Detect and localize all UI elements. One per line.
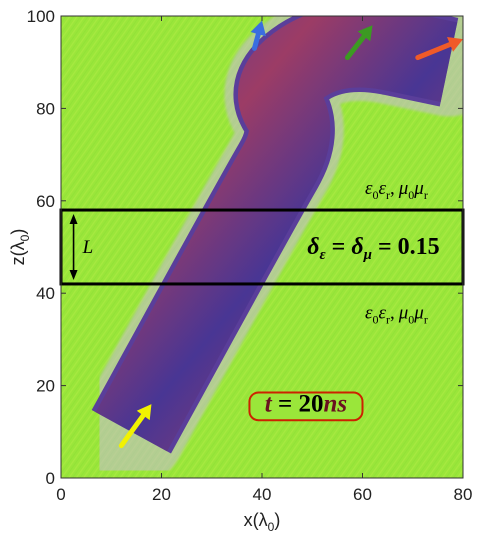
time-label: t = 20ns	[265, 390, 347, 417]
x-tick-label: 60	[353, 485, 372, 504]
y-tick-label: 80	[36, 99, 55, 118]
green-arrow	[344, 25, 373, 61]
x-tick-label: 20	[152, 485, 171, 504]
x-axis-label: x(λ0)	[244, 510, 281, 534]
x-tick-label: 40	[253, 485, 272, 504]
delta-equation: δε = δμ = 0.15	[307, 234, 439, 263]
slab-thickness-label: L	[82, 237, 94, 258]
material-label-lower: ε0εr, μ0μr	[365, 303, 428, 327]
material-label-upper: ε0εr, μ0μr	[365, 178, 428, 202]
ticks-layer: 0 20 40 60 80 0 20 40 60 80 100	[27, 7, 473, 504]
y-tick-label: 0	[46, 469, 55, 488]
incident-arrow	[118, 404, 152, 449]
arrows-layer	[118, 20, 463, 449]
blue-arrow	[250, 20, 267, 51]
y-tick-label: 20	[36, 377, 55, 396]
x-tick-label: 0	[56, 485, 65, 504]
red-arrow	[415, 36, 463, 61]
y-axis-label: z(λ0)	[8, 229, 32, 266]
time-label-box	[248, 391, 364, 422]
beam-ripple	[95, 16, 458, 452]
slab-thickness-marker	[69, 214, 78, 280]
x-tick-label: 80	[454, 485, 473, 504]
y-tick-label: 60	[36, 192, 55, 211]
y-tick-label: 100	[27, 7, 55, 26]
y-tick-label: 40	[36, 284, 55, 303]
